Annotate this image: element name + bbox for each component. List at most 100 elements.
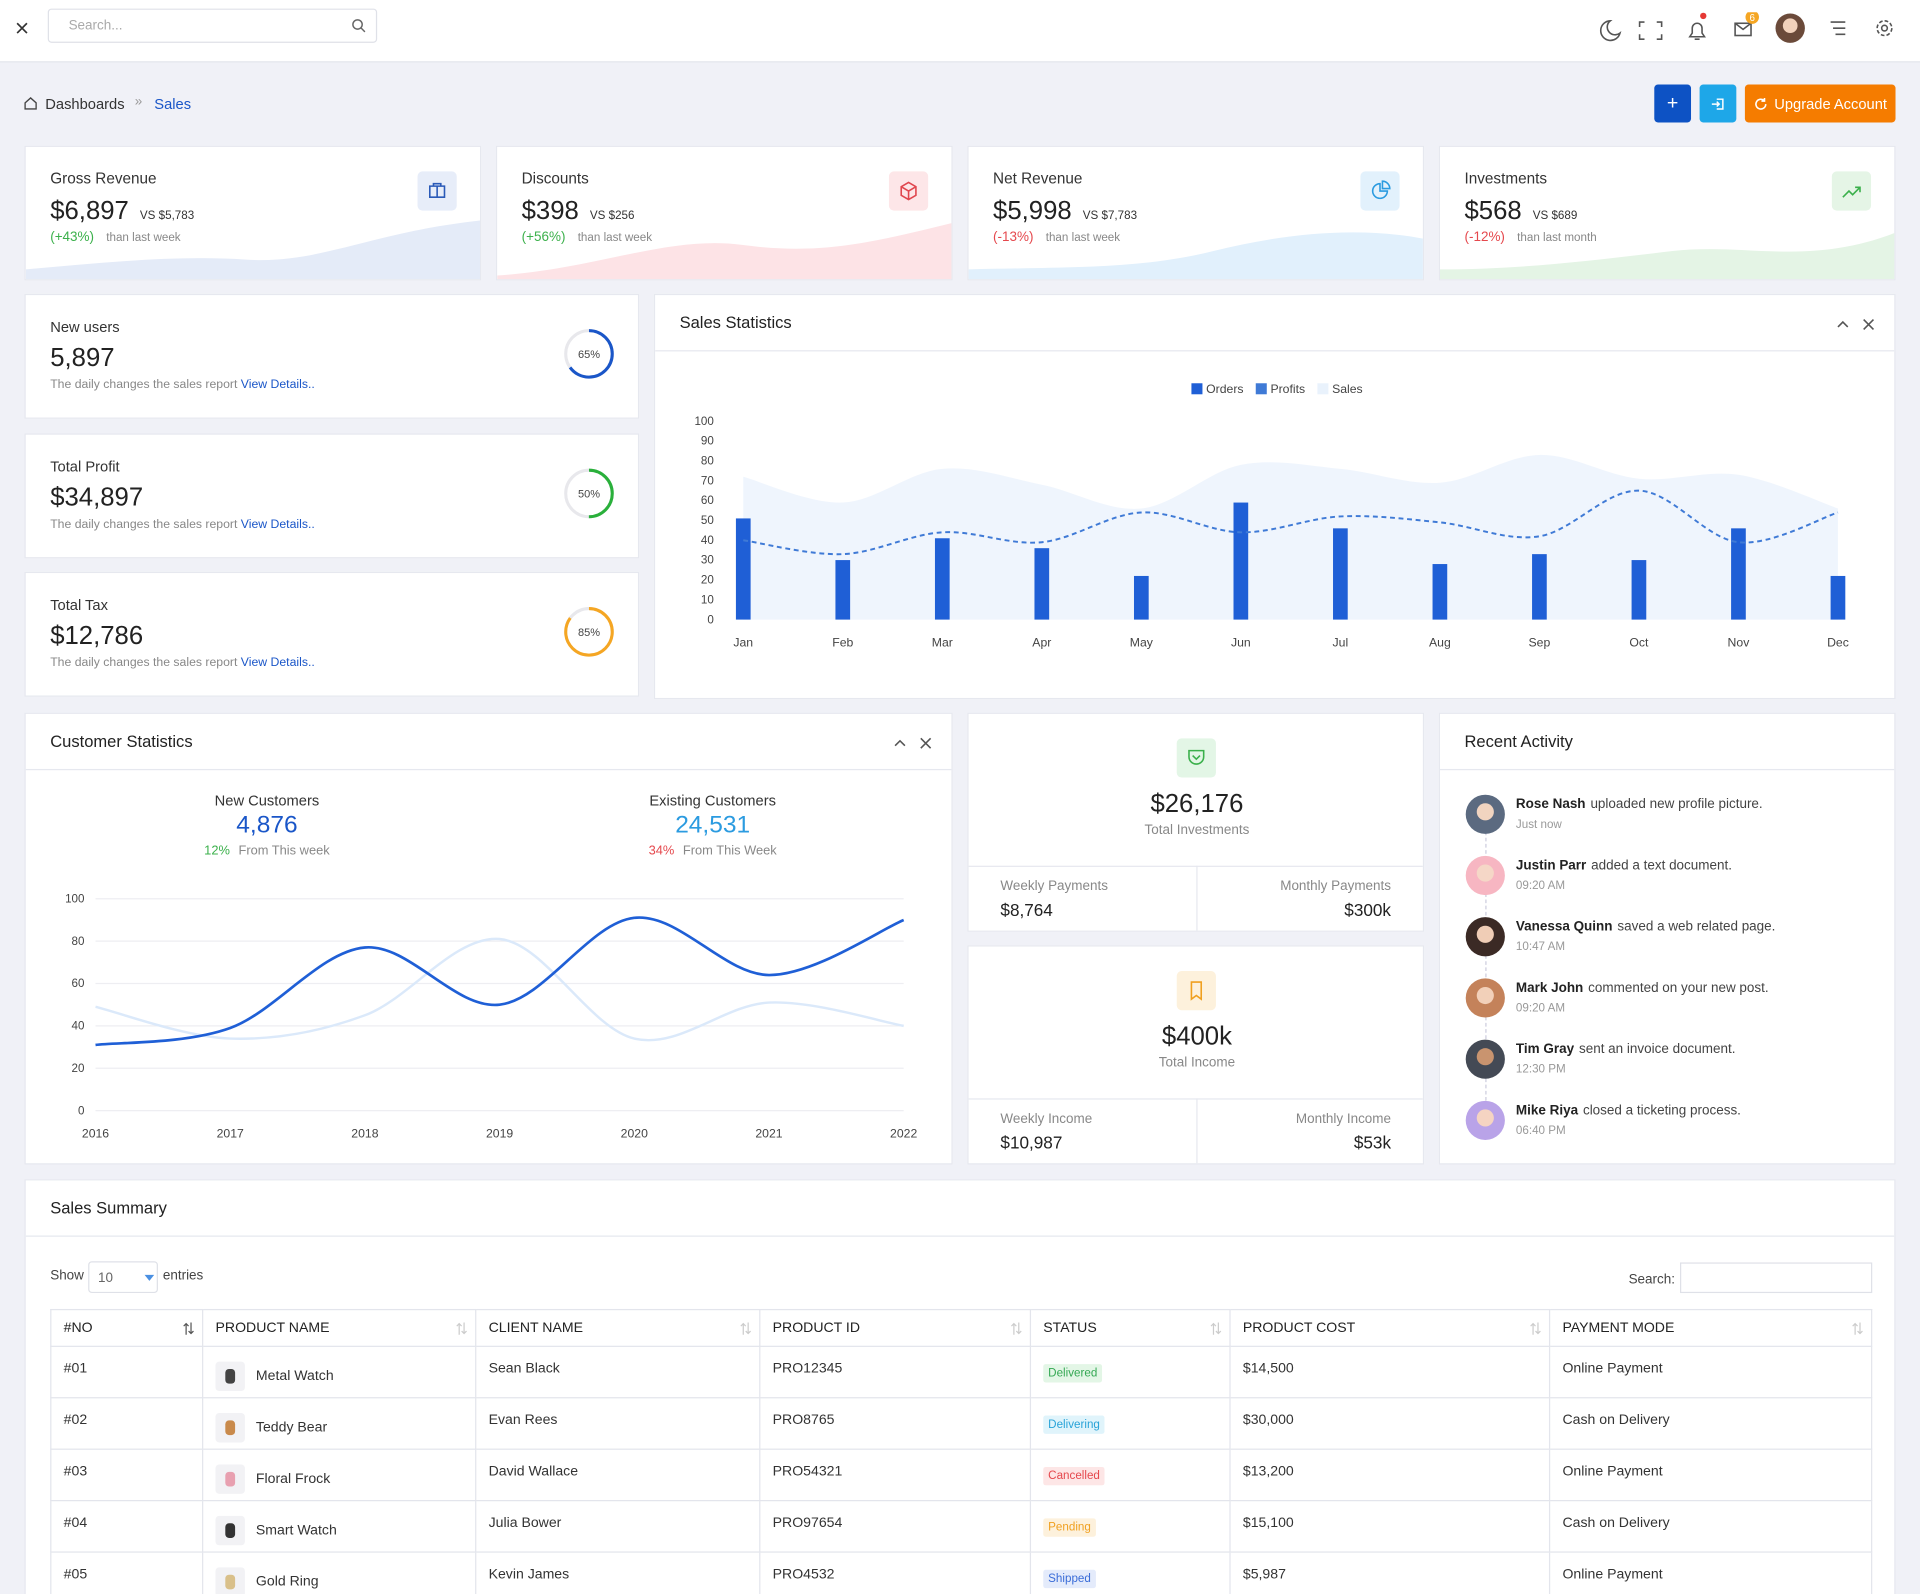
progress-ring: 85%: [564, 607, 614, 657]
login-button[interactable]: [1699, 84, 1737, 123]
fullscreen-icon[interactable]: [1638, 21, 1663, 40]
order-bar: [1133, 575, 1149, 620]
card-header: Sales Statistics: [655, 295, 1895, 352]
dark-mode-icon[interactable]: [1599, 19, 1622, 42]
y-tick-label: 20: [701, 574, 714, 587]
settings-icon[interactable]: [1876, 20, 1893, 37]
x-tick-label: Dec: [1827, 636, 1849, 650]
product-name: Teddy Bear: [255, 1419, 328, 1435]
card-header: Customer Statistics: [25, 714, 952, 771]
view-details-link[interactable]: View Details..: [240, 378, 315, 392]
icon: [429, 182, 446, 198]
column-header-text: PAYMENT MODE: [1562, 1320, 1675, 1336]
bell-icon[interactable]: [1688, 22, 1706, 40]
order-bar: [1532, 554, 1547, 620]
column-header[interactable]: PRODUCT NAME: [202, 1308, 477, 1347]
customer-value: 24,531: [675, 811, 751, 839]
product-cell: Smart Watch: [215, 1515, 463, 1545]
sort-arrows: [1010, 1322, 1022, 1335]
cell-text: PRO4532: [772, 1566, 835, 1582]
table-cell: Metal Watch: [202, 1345, 477, 1399]
stat-period: than last month: [1517, 231, 1597, 245]
column-header[interactable]: PRODUCT COST: [1229, 1308, 1551, 1347]
table-cell: Kevin James: [475, 1551, 761, 1594]
stat-card: Investments $568 VS $689 (-12%) than last mo…: [1438, 145, 1896, 281]
cell-text: PRO97654: [772, 1515, 843, 1531]
activity-action: closed a ticketing process.: [1582, 1103, 1741, 1118]
avatar-face: [1476, 864, 1494, 882]
stat-change: (+56%): [521, 230, 566, 245]
status-badge: Pending: [1043, 1517, 1096, 1537]
activity-action: sent an invoice document.: [1578, 1042, 1736, 1057]
menu-icon[interactable]: [1830, 21, 1846, 36]
search-box[interactable]: Search...: [47, 8, 378, 43]
column-header[interactable]: PAYMENT MODE: [1548, 1308, 1873, 1347]
x-tick-label: Jun: [1231, 636, 1251, 650]
column-header[interactable]: STATUS: [1029, 1308, 1231, 1347]
totals-right-label: Monthly Income: [1295, 1111, 1392, 1127]
y-tick-label: 60: [72, 977, 85, 990]
breadcrumb-separator: »: [134, 94, 143, 109]
mail-icon[interactable]: [1734, 22, 1752, 37]
table-cell: PRO12345: [759, 1345, 1032, 1399]
activity-time: 09:20 AM: [1515, 879, 1566, 893]
dropdown-arrow: [144, 1274, 155, 1281]
table-cell: $13,200: [1229, 1448, 1551, 1502]
product-cell: Teddy Bear: [215, 1412, 463, 1442]
add-button[interactable]: +: [1654, 84, 1692, 123]
close-icon[interactable]: [1863, 319, 1875, 330]
table-cell: $15,100: [1229, 1500, 1551, 1553]
card-controls: [1837, 319, 1875, 330]
product-thumb: [215, 1412, 245, 1442]
summary-title: New users: [50, 318, 120, 336]
table-cell: $5,987: [1229, 1551, 1551, 1594]
cell-text: David Wallace: [488, 1463, 579, 1479]
table-search[interactable]: [1680, 1262, 1873, 1294]
view-details-link[interactable]: View Details..: [240, 656, 315, 670]
close-icon[interactable]: [920, 737, 932, 749]
notification-dot: [1700, 12, 1707, 20]
x-tick-label: 2020: [621, 1127, 648, 1141]
y-tick-label: 0: [707, 613, 714, 626]
divider: [968, 1098, 1423, 1100]
product-cell: Metal Watch: [215, 1361, 463, 1391]
stat-value: $568: [1464, 197, 1522, 226]
y-tick-label: 60: [701, 494, 714, 507]
customer-label: Existing Customers: [649, 792, 776, 810]
table-cell: $14,500: [1229, 1345, 1551, 1399]
icon-path: [429, 182, 446, 198]
product-thumb-shape: [225, 1419, 236, 1435]
table-cell: #02: [50, 1397, 204, 1450]
breadcrumb-home[interactable]: Dashboards: [45, 95, 125, 113]
y-tick-label: 20: [72, 1062, 85, 1075]
x-tick-label: 2018: [351, 1127, 378, 1141]
collapse-icon[interactable]: [894, 739, 906, 747]
sort-arrows: [183, 1322, 194, 1335]
column-header[interactable]: #NO: [50, 1308, 204, 1347]
product-thumb: [215, 1361, 245, 1391]
collapse-icon[interactable]: [1837, 320, 1849, 328]
page-size-select[interactable]: 10: [88, 1261, 158, 1294]
upgrade-button[interactable]: Upgrade Account: [1744, 84, 1896, 123]
y-tick-label: 80: [701, 455, 714, 468]
column-header[interactable]: CLIENT NAME: [475, 1308, 761, 1347]
sort-arrows: [1852, 1322, 1863, 1335]
column-header[interactable]: PRODUCT ID: [759, 1308, 1032, 1347]
stat-compare: VS $5,783: [139, 209, 195, 223]
summary-card: Total Tax $12,786 The daily changes the sa…: [24, 571, 640, 697]
totals-left-value: $10,987: [1000, 1132, 1063, 1153]
x-tick-label: 2019: [486, 1127, 513, 1141]
cell-text: Kevin James: [488, 1566, 570, 1582]
stat-compare: VS $689: [1532, 209, 1578, 223]
x-tick-label: Feb: [832, 636, 853, 650]
summary-card: New users 5,897 The daily changes the sale…: [24, 293, 640, 419]
view-details-link[interactable]: View Details..: [240, 517, 315, 531]
close-icon[interactable]: [15, 21, 30, 36]
stat-card: Gross Revenue $6,897 VS $5,783 (+43%) than l…: [24, 145, 482, 281]
table-row: #03 Floral Frock David Wallace PRO54321 Canc…: [50, 1448, 1873, 1502]
column-header-text: PRODUCT NAME: [215, 1320, 330, 1336]
sparkline-area: [968, 232, 1423, 280]
table-cell: #01: [50, 1345, 204, 1399]
avatar-face: [1476, 1048, 1494, 1066]
summary-card: Total Profit $34,897 The daily changes the…: [24, 432, 640, 558]
